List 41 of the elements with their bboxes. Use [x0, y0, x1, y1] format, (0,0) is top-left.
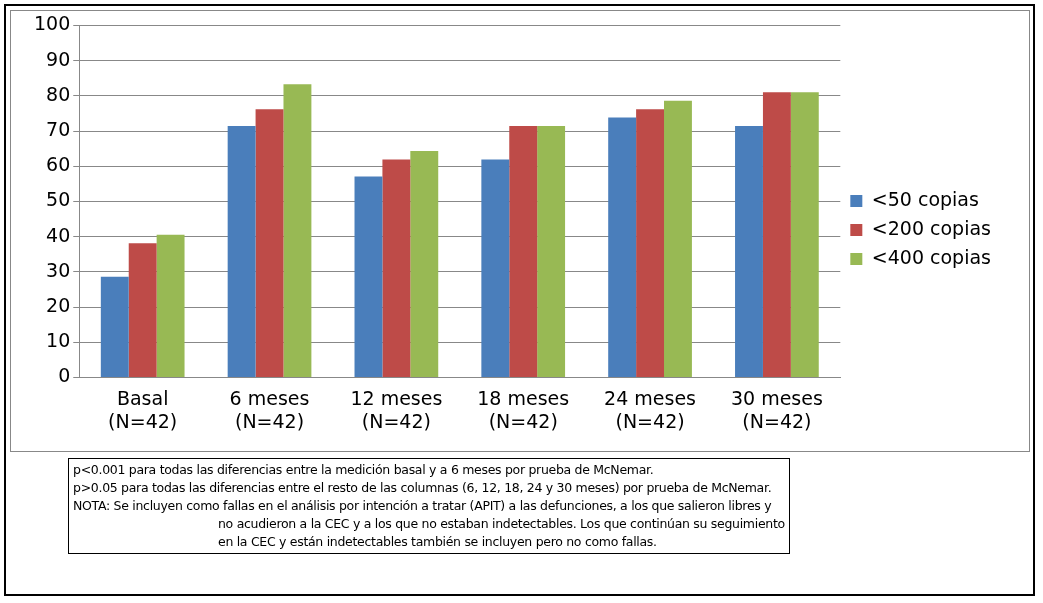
bar	[227, 126, 256, 377]
bar	[100, 276, 129, 377]
legend-label: <400 copias	[871, 245, 992, 268]
bar	[735, 126, 763, 377]
y-tick-label: 30	[46, 258, 71, 281]
bar	[790, 92, 819, 377]
bar	[410, 151, 439, 377]
y-tick-label: 80	[46, 82, 71, 105]
y-tick-label: 50	[46, 188, 71, 211]
x-tick-label: 18 meses (N=42)	[477, 386, 570, 432]
y-tick-label: 60	[46, 153, 71, 176]
bar	[255, 109, 284, 377]
bar	[283, 84, 312, 377]
bar	[762, 92, 791, 377]
y-tick-label: 10	[46, 329, 71, 352]
text: p<0.001 para todas las diferencias entre la medición basal y a 6 meses por prueba de McNemar.	[73, 461, 655, 479]
x-tick-label: 24 meses (N=42)	[604, 386, 697, 432]
x-tick-label: 30 meses (N=42)	[730, 386, 823, 432]
bar	[537, 126, 566, 377]
text: p>0.05 para todas las diferencias entre el resto de las columnas (6, 12, 18, 24 y 30 meses) por prueba de McNemar.	[73, 479, 773, 497]
bar	[481, 159, 510, 377]
bar	[509, 126, 538, 377]
bar	[382, 159, 411, 377]
y-tick-label: 70	[46, 117, 71, 140]
y-tick-label: 20	[46, 293, 71, 316]
legend-label: <200 copias	[871, 216, 992, 239]
bar	[354, 176, 383, 377]
bar	[636, 109, 665, 377]
bar	[664, 100, 692, 377]
x-tick-label: 12 meses (N=42)	[350, 386, 443, 432]
y-tick-label: 100	[34, 12, 71, 35]
y-tick-label: 90	[46, 47, 71, 70]
text: NOTA: Se incluyen como fallas en el análisis por intención a tratar (APIT) a las defunciones, a los que salieron libres y no acudieron a la CEC y a los que no estaban indetectables. Los que continúan su seguimiento en la CEC y están indetectables también se incluyen pero no como fallas.	[73, 497, 785, 551]
y-tick-label: 0	[58, 364, 71, 387]
bar	[608, 117, 637, 377]
bar	[156, 234, 185, 377]
x-tick-label: 6 meses (N=42)	[229, 386, 310, 432]
x-tick-label: Basal (N=42)	[108, 386, 178, 432]
bar	[128, 243, 157, 377]
legend-label: <50 copias	[871, 187, 979, 210]
y-tick-label: 40	[46, 223, 71, 246]
